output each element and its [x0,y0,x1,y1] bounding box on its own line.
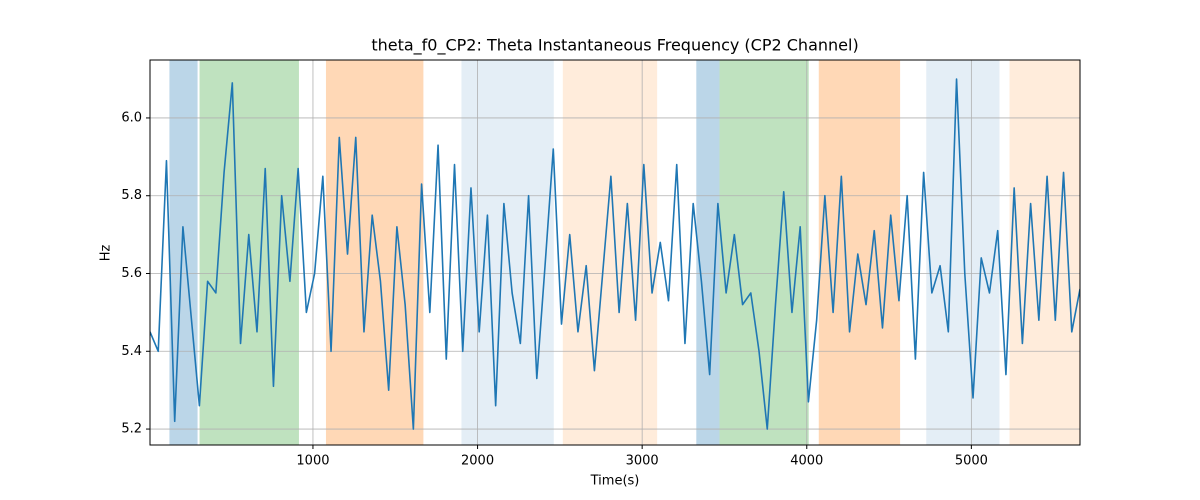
span [562,60,658,445]
x-tick-label: 5000 [955,454,988,469]
span [926,60,1000,445]
x-tick-label: 3000 [626,454,659,469]
y-tick-label: 5.8 [121,188,142,203]
x-tick-label: 2000 [461,454,494,469]
axes-frame [149,59,1081,446]
y-axis-label: Hz [99,245,114,262]
spans [169,60,1080,445]
x-axis-label: Time(s) [590,474,640,489]
span [719,60,809,445]
y-tick-label: 5.2 [121,422,142,437]
span [696,60,720,445]
plot [150,78,1080,430]
x-tick-label: 4000 [790,454,823,469]
chart-title: theta_f0_CP2: Theta Instantaneous Freque… [371,36,858,56]
y-tick-label: 6.0 [121,110,142,125]
span [818,60,901,445]
line [150,78,1080,430]
span [325,60,424,445]
y-tick-label: 5.6 [121,266,142,281]
y-tick-label: 5.4 [121,344,142,359]
x-tick-label: 1000 [296,454,329,469]
span [199,60,299,445]
